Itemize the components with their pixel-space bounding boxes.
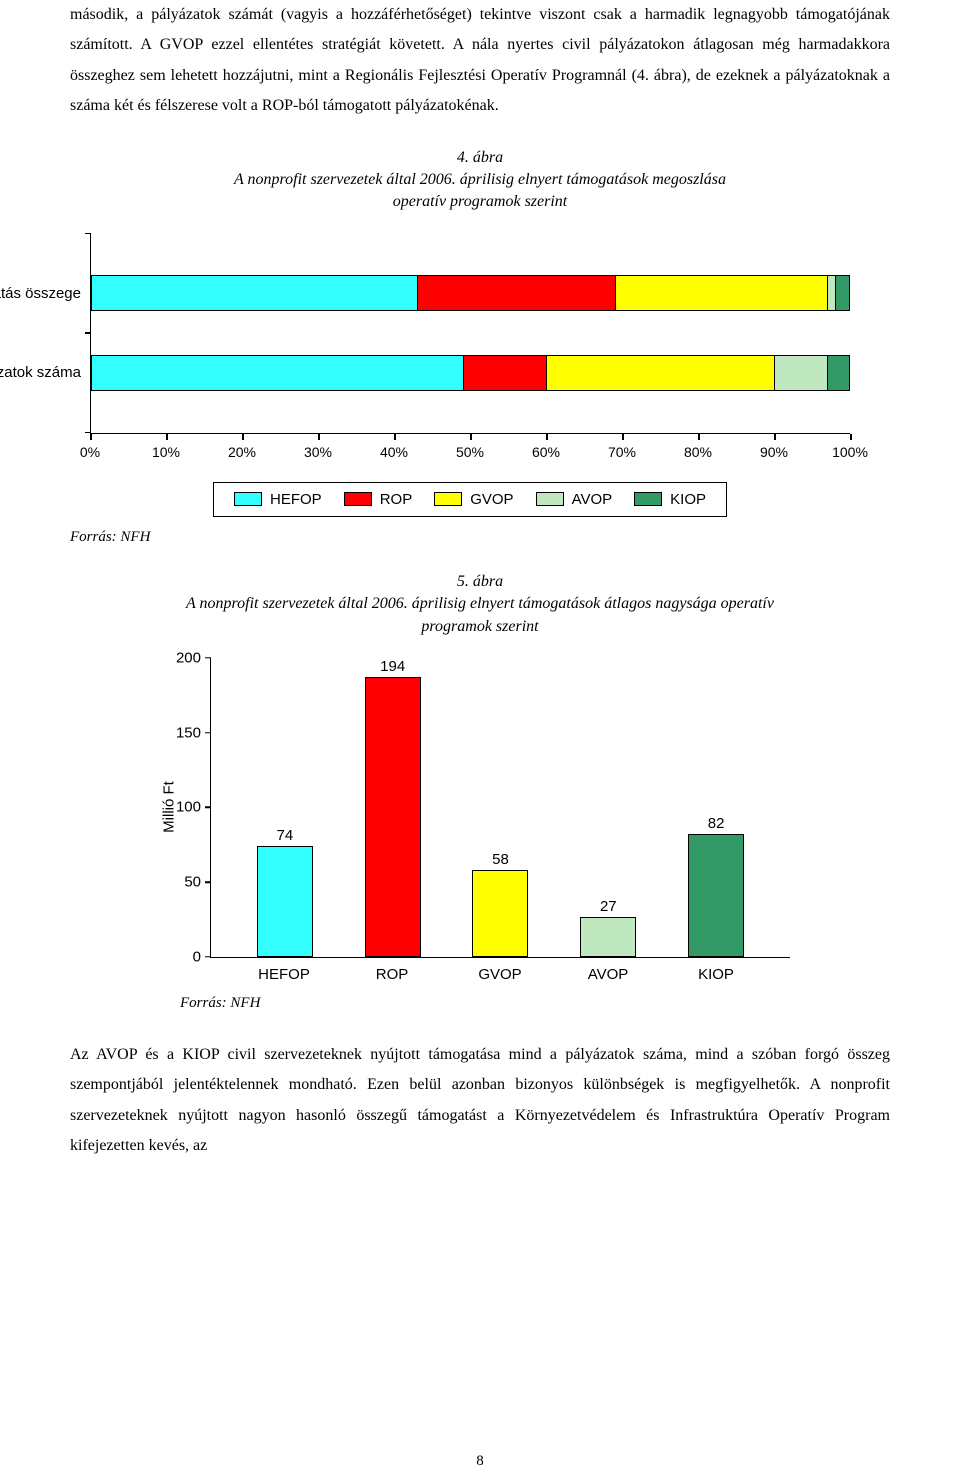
fig5-ytick: 50: [184, 874, 201, 891]
legend-label: GVOP: [470, 491, 513, 508]
fig5-bar-rect: [688, 834, 744, 957]
fig5-source: Forrás: NFH: [180, 995, 890, 1012]
legend-swatch: [434, 492, 462, 506]
fig4-segment-rop: [417, 275, 614, 311]
fig4-source: Forrás: NFH: [70, 529, 890, 546]
legend-label: HEFOP: [270, 491, 322, 508]
legend-swatch: [536, 492, 564, 506]
fig4-xtick: 30%: [304, 444, 332, 460]
fig4-row: Támogatás összege: [91, 254, 850, 334]
fig4-legend-item: KIOP: [634, 491, 706, 508]
legend-swatch: [634, 492, 662, 506]
fig5-bar-rect: [365, 677, 421, 957]
fig4-xtick: 40%: [380, 444, 408, 460]
fig4-legend-item: ROP: [344, 491, 413, 508]
fig4-xtick: 0%: [80, 444, 100, 460]
fig5-chart: Millió Ft 74194582782 050100150200 HEFOP…: [170, 658, 790, 983]
fig5-bar-kiop: 82: [676, 658, 756, 957]
fig4-xtick: 10%: [152, 444, 180, 460]
fig5-title-l2: programok szerint: [421, 618, 538, 635]
fig4-chart: Támogatás összegePályázatok száma 0%10%2…: [90, 234, 850, 517]
fig4-legend-item: GVOP: [434, 491, 513, 508]
fig4-stacked-bar: [91, 355, 850, 391]
fig4-title-l2: operatív programok szerint: [393, 193, 568, 210]
fig4-segment-kiop: [835, 275, 850, 311]
fig4-segment-gvop: [615, 275, 828, 311]
fig5-number: 5. ábra: [457, 573, 503, 590]
legend-swatch: [344, 492, 372, 506]
fig4-ylabel: Pályázatok száma: [0, 364, 81, 381]
fig5-bar-rect: [257, 846, 313, 957]
fig5-ytick: 200: [176, 649, 201, 666]
fig4-segment-avop: [774, 355, 827, 391]
fig4-xtick: 70%: [608, 444, 636, 460]
fig4-segment-rop: [463, 355, 546, 391]
legend-label: KIOP: [670, 491, 706, 508]
fig4-legend-item: HEFOP: [234, 491, 322, 508]
fig5-bar-value: 74: [277, 827, 294, 844]
body-paragraph-2: Az AVOP és a KIOP civil szervezeteknek n…: [70, 1040, 890, 1162]
fig5-xlabel: GVOP: [460, 966, 540, 983]
fig4-number: 4. ábra: [457, 149, 503, 166]
fig4-caption: 4. ábra A nonprofit szervezetek által 20…: [70, 147, 890, 214]
fig4-xtick: 60%: [532, 444, 560, 460]
fig5-bar-value: 194: [380, 658, 405, 675]
fig5-bar-value: 27: [600, 898, 617, 915]
legend-label: AVOP: [572, 491, 613, 508]
fig5-bar-rect: [580, 917, 636, 957]
fig4-ylabel: Támogatás összege: [0, 285, 81, 302]
fig4-segment-kiop: [827, 355, 850, 391]
fig4-xtick: 50%: [456, 444, 484, 460]
fig4-xtick: 20%: [228, 444, 256, 460]
fig4-legend-item: AVOP: [536, 491, 613, 508]
fig5-xlabel: KIOP: [676, 966, 756, 983]
fig5-bar-avop: 27: [568, 658, 648, 957]
fig5-bar-gvop: 58: [460, 658, 540, 957]
page-number: 8: [0, 1453, 960, 1470]
fig5-ytick: 150: [176, 724, 201, 741]
fig4-legend: HEFOP ROP GVOP AVOP KIOP: [213, 482, 727, 517]
fig5-bar-hefop: 74: [245, 658, 325, 957]
fig5-xlabel: HEFOP: [244, 966, 324, 983]
fig4-title-l1: A nonprofit szervezetek által 2006. ápri…: [234, 171, 726, 188]
fig4-segment-hefop: [91, 275, 417, 311]
body-paragraph-1: második, a pályázatok számát (vagyis a h…: [70, 0, 890, 122]
fig5-xlabel: AVOP: [568, 966, 648, 983]
fig5-xlabel: ROP: [352, 966, 432, 983]
fig4-xtick: 100%: [832, 444, 868, 460]
fig5-bar-rop: 194: [353, 658, 433, 957]
fig4-segment-avop: [827, 275, 835, 311]
fig4-xtick: 80%: [684, 444, 712, 460]
fig5-ytick: 0: [193, 948, 201, 965]
fig5-bar-value: 82: [708, 815, 725, 832]
fig5-bar-rect: [472, 870, 528, 957]
fig4-xtick: 90%: [760, 444, 788, 460]
fig5-ytick: 100: [176, 799, 201, 816]
fig4-segment-hefop: [91, 355, 463, 391]
fig5-title-l1: A nonprofit szervezetek által 2006. ápri…: [186, 595, 774, 612]
fig4-stacked-bar: [91, 275, 850, 311]
legend-swatch: [234, 492, 262, 506]
fig5-caption: 5. ábra A nonprofit szervezetek által 20…: [70, 571, 890, 638]
fig5-ytitle: Millió Ft: [160, 782, 177, 834]
legend-label: ROP: [380, 491, 413, 508]
fig4-segment-gvop: [546, 355, 774, 391]
fig5-bar-value: 58: [492, 851, 509, 868]
fig4-row: Pályázatok száma: [91, 333, 850, 413]
